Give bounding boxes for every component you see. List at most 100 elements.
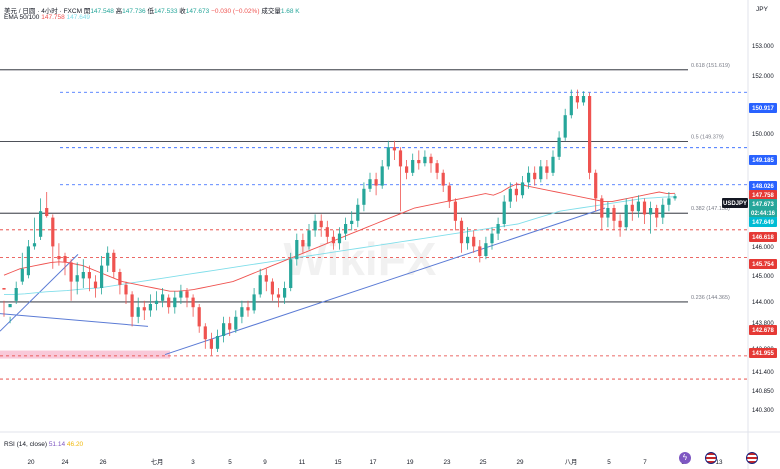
- candle-body: [581, 96, 586, 103]
- volume-value: 1.68 K: [280, 8, 300, 15]
- price-tag-label: 149.185: [752, 158, 774, 164]
- candle-body: [222, 323, 226, 336]
- price-tag-label: 142.678: [752, 328, 774, 334]
- candle-body: [374, 179, 378, 186]
- x-tick-label: 17: [369, 459, 377, 466]
- candle-body: [45, 208, 49, 216]
- candle-body: [8, 304, 12, 308]
- us-flag-icon-2[interactable]: [746, 452, 758, 464]
- candle-body: [14, 288, 18, 301]
- y-tick-label: 141.400: [752, 370, 774, 376]
- candle-body: [649, 208, 653, 215]
- y-tick-label: 152.000: [752, 74, 774, 80]
- candle-body: [411, 160, 415, 173]
- candle-body: [100, 265, 104, 288]
- x-tick-label: 24: [61, 459, 69, 466]
- x-tick-label: 19: [406, 459, 414, 466]
- support-zone: [0, 350, 170, 359]
- y-tick-label: 145.000: [752, 274, 774, 280]
- rsi-legend[interactable]: RSI (14, close) 51.14 46.20: [4, 441, 83, 448]
- legend-line-ema[interactable]: EMA 50/100 147.758 147.649: [4, 14, 90, 21]
- candle-body: [313, 220, 317, 231]
- price-tag-bg: [749, 348, 777, 358]
- candle-body: [514, 188, 518, 196]
- y-tick-label: 144.000: [752, 300, 774, 306]
- y-tick-label: 140.300: [752, 408, 774, 414]
- y-tick-label: 143.800: [752, 321, 774, 327]
- candle-body: [527, 172, 531, 183]
- y-tick-label: 153.000: [752, 44, 774, 50]
- lightning-icon[interactable]: ϟ: [679, 452, 691, 464]
- price-tag-label: 147.758: [752, 193, 774, 199]
- candle-body: [191, 297, 195, 308]
- candle-body: [618, 220, 622, 228]
- candle-body: [588, 96, 592, 173]
- candle-body: [106, 252, 110, 266]
- candle-body: [39, 211, 43, 237]
- candle-body: [655, 208, 659, 218]
- change-value: −0.030 (−0.02%): [211, 8, 260, 15]
- price-tag-bg: [749, 208, 777, 218]
- price-tag-label: 145.754: [752, 262, 774, 268]
- candle-body: [539, 166, 543, 180]
- candle-body: [356, 204, 360, 221]
- candle-body: [606, 208, 610, 218]
- rsi-value-2: 46.20: [66, 441, 84, 448]
- candle-body: [459, 220, 464, 244]
- candle-body: [661, 204, 665, 218]
- candle-body: [20, 268, 24, 282]
- candle-body: [307, 230, 311, 247]
- ema100-value: 147.649: [66, 14, 91, 21]
- close-value: 147.673: [185, 8, 210, 15]
- candle-body: [331, 236, 335, 244]
- candle-body: [51, 217, 55, 247]
- candle-body: [124, 284, 128, 295]
- candle-body: [563, 115, 567, 138]
- candle-body: [429, 156, 433, 164]
- candle-body: [673, 196, 677, 199]
- candle-body: [148, 304, 152, 311]
- rsi-value-1: 51.14: [48, 441, 66, 448]
- candle-body: [161, 294, 165, 301]
- candle-body: [447, 185, 451, 202]
- price-tag-bg: [749, 217, 777, 227]
- candle-body: [466, 236, 470, 244]
- candle-body: [594, 172, 598, 199]
- candle-body: [423, 156, 427, 164]
- x-tick-label: 26: [99, 459, 107, 466]
- price-tag-bg: [749, 325, 777, 335]
- candle-body: [484, 243, 488, 256]
- ema-label: EMA 50/100: [4, 14, 40, 21]
- trendline-base: [0, 313, 149, 327]
- candle-body: [380, 166, 384, 186]
- candle-body: [520, 182, 525, 196]
- candle-body: [398, 150, 403, 167]
- x-tick-label: 25: [479, 459, 487, 466]
- candle-body: [533, 172, 537, 180]
- fib-label-1: 0.5 (149.379): [691, 134, 724, 140]
- plot-background: [0, 0, 748, 432]
- price-tag-label: 146.618: [752, 235, 774, 241]
- y-tick-label: 150.000: [752, 132, 774, 138]
- high-label: 高: [115, 8, 123, 15]
- low-value: 147.533: [153, 8, 178, 15]
- candle-body: [93, 281, 98, 288]
- us-flag-icon[interactable]: [705, 452, 717, 464]
- candle-body: [557, 137, 561, 157]
- candle-body: [337, 233, 342, 244]
- x-tick-label: 7: [643, 459, 647, 466]
- x-tick-label: 5: [228, 459, 232, 466]
- candle-body: [69, 262, 73, 282]
- x-tick-label: 13: [715, 459, 723, 466]
- candle-body: [435, 163, 439, 173]
- x-tick-label: 29: [516, 459, 524, 466]
- ema50-value: 147.758: [41, 14, 65, 21]
- price-tag-label: USDJPY: [723, 201, 747, 207]
- candle-body: [624, 204, 628, 228]
- price-tag-bg: [749, 199, 777, 209]
- candle-body: [502, 201, 506, 224]
- price-tag-bg: [749, 259, 777, 269]
- price-tag-label: 148.026: [752, 184, 774, 190]
